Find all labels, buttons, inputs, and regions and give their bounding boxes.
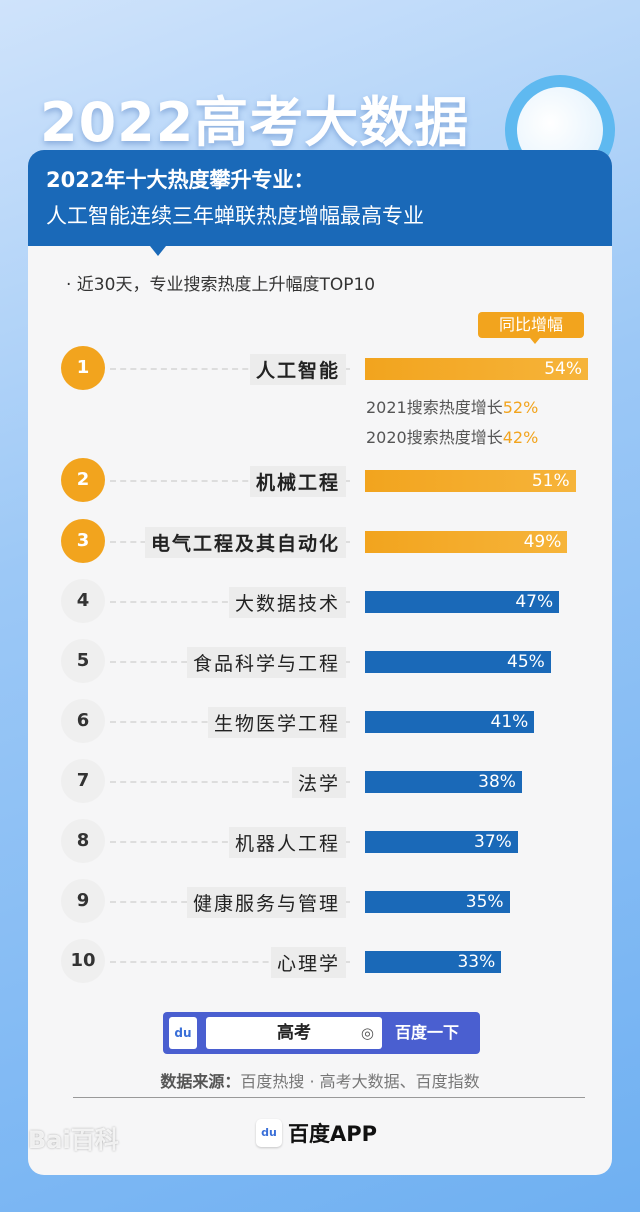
app-name: 百度APP (288, 1122, 378, 1146)
bar-row: 1 人工智能 54% (28, 346, 612, 392)
category-label: 机械工程 (249, 466, 346, 497)
search-bar[interactable]: du 高考 ◎ 百度一下 (163, 1012, 480, 1054)
watermark: Bai百科 (28, 1126, 119, 1154)
bar: 33% (365, 951, 502, 973)
bar-row: 7 法学 38% (28, 759, 612, 805)
source-text: 百度热搜 · 高考大数据、百度指数 (240, 1072, 480, 1091)
bar-row: 5 食品科学与工程 45% (28, 639, 612, 685)
card-header: 2022年十大热度攀升专业： 人工智能连续三年蝉联热度增幅最高专业 (28, 150, 612, 246)
bar-row: 8 机器人工程 37% (28, 819, 612, 865)
leader-line (110, 480, 350, 482)
rank-badge: 4 (61, 579, 105, 623)
category-label: 大数据技术 (228, 587, 346, 618)
bar-row: 2 机械工程 51% (28, 458, 612, 504)
category-label: 生物医学工程 (207, 707, 346, 738)
category-label: 人工智能 (249, 354, 346, 385)
leader-line (110, 368, 350, 370)
bar: 41% (365, 711, 535, 733)
bar: 49% (365, 531, 568, 553)
rank-badge: 6 (61, 699, 105, 743)
page-title: 2022高考大数据 (40, 91, 470, 154)
search-button[interactable]: 百度一下 (395, 1023, 460, 1042)
baidu-app-logo: du 百度APP (256, 1118, 377, 1148)
search-query: 高考 (277, 1023, 311, 1043)
bar: 51% (365, 470, 576, 492)
category-label: 机器人工程 (228, 827, 346, 858)
chart-subtitle: · 近30天，专业搜索热度上升幅度TOP10 (66, 275, 376, 295)
rank-badge: 8 (61, 819, 105, 863)
annotation-value: 52% (502, 398, 539, 417)
bar: 54% (365, 358, 589, 380)
baidu-paw-icon: du (169, 1017, 197, 1049)
header-notch (150, 246, 166, 256)
data-source: 数据来源：百度热搜 · 高考大数据、百度指数 (28, 1068, 612, 1092)
bar: 38% (365, 771, 522, 793)
header-line1: 2022年十大热度攀升专业： (46, 168, 315, 192)
bar-row: 6 生物医学工程 41% (28, 699, 612, 745)
bar: 45% (365, 651, 551, 673)
bar: 47% (365, 591, 560, 613)
search-input[interactable]: 高考 ◎ (206, 1017, 382, 1049)
baidu-paw-icon: du (256, 1119, 282, 1147)
annotation-value: 42% (502, 428, 539, 447)
category-label: 健康服务与管理 (186, 887, 346, 918)
header-line2: 人工智能连续三年蝉联热度增幅最高专业 (46, 204, 424, 228)
rank-badge: 5 (61, 639, 105, 683)
category-label: 心理学 (270, 947, 346, 978)
rank-badge: 3 (61, 519, 105, 563)
category-label: 电气工程及其自动化 (144, 527, 346, 558)
leader-line (110, 961, 350, 963)
rank-badge: 9 (61, 879, 105, 923)
infographic-card: 2022年十大热度攀升专业： 人工智能连续三年蝉联热度增幅最高专业 · 近30天… (28, 150, 612, 1175)
source-label: 数据来源： (160, 1072, 241, 1091)
category-label: 食品科学与工程 (186, 647, 346, 678)
bar: 37% (365, 831, 518, 853)
bar: 35% (365, 891, 510, 913)
rank-badge: 10 (61, 939, 105, 983)
legend-label: 同比增幅 (478, 312, 584, 344)
annotation-2020: 2020搜索热度增长42% (366, 424, 538, 448)
bar-row: 9 健康服务与管理 35% (28, 879, 612, 925)
leader-line (110, 781, 350, 783)
bar-row: 4 大数据技术 47% (28, 579, 612, 625)
category-label: 法学 (291, 767, 346, 798)
bar-row: 10 心理学 33% (28, 939, 612, 985)
rank-badge: 7 (61, 759, 105, 803)
annotation-text: 2020搜索热度增长 (366, 428, 503, 447)
divider (73, 1097, 585, 1098)
rank-badge: 1 (61, 346, 105, 390)
bar-row: 3 电气工程及其自动化 49% (28, 519, 612, 565)
camera-icon[interactable]: ◎ (360, 1024, 374, 1042)
annotation-2021: 2021搜索热度增长52% (366, 394, 538, 418)
rank-badge: 2 (61, 458, 105, 502)
annotation-text: 2021搜索热度增长 (366, 398, 503, 417)
